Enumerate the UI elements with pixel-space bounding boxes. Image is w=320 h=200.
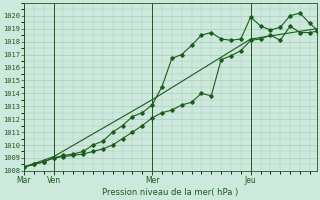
X-axis label: Pression niveau de la mer( hPa ): Pression niveau de la mer( hPa ): [102, 188, 239, 197]
